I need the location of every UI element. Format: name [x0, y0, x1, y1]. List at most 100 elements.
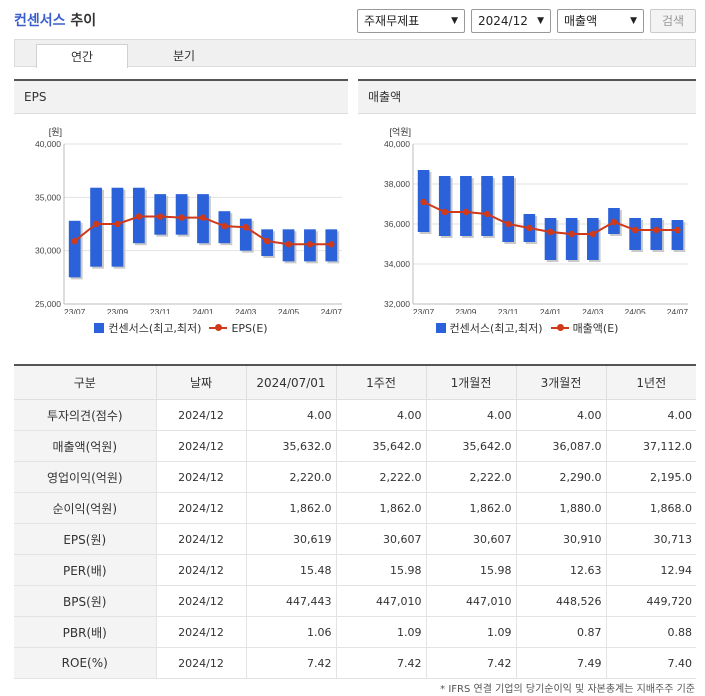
eps-legend: 컨센서스(최고,최저) EPS(E): [14, 320, 348, 336]
table-cell: 7.40: [605, 647, 696, 679]
table-cell: 4.00: [425, 399, 517, 431]
y-tick-label: 32,000: [384, 299, 410, 309]
range-bar: [460, 176, 472, 236]
table-cell: 1,862.0: [335, 492, 427, 524]
table-cell: 2024/12: [155, 430, 247, 462]
row-label: 순이익(억원): [14, 492, 157, 524]
legend-bar-swatch: [94, 323, 105, 333]
table-cell: 15.98: [335, 554, 427, 586]
table-cell: 1.06: [245, 616, 337, 648]
estimate-point: [199, 214, 207, 221]
y-unit-label: [원]: [49, 127, 62, 137]
legend-bar-swatch: [435, 323, 446, 333]
table-cell: 2,220.0: [245, 461, 337, 493]
table-cell: 2024/12: [155, 616, 247, 648]
table-cell: 7.42: [245, 647, 337, 679]
table-cell: 30,910: [515, 523, 607, 555]
sales-legend: 컨센서스(최고,최저) 매출액(E): [358, 320, 696, 336]
table-cell: 0.88: [605, 616, 696, 648]
row-label: EPS(원): [14, 523, 157, 555]
range-bar: [175, 194, 188, 235]
estimate-point: [178, 214, 185, 221]
legend-line-swatch: [209, 324, 228, 331]
search-button[interactable]: 검색: [650, 9, 696, 33]
column-header: 구분: [14, 364, 157, 400]
estimate-point: [483, 210, 491, 218]
table-row: EPS(원) 2024/12 30,619 30,607 30,607 30,910 30,…: [14, 523, 696, 555]
row-label: 투자의견(점수): [14, 399, 157, 431]
table-row: 순이익(억원) 2024/12 1,862.0 1,862.0 1,862.0 1,880…: [14, 492, 696, 524]
period-select[interactable]: 2024/12 ▼: [471, 9, 551, 33]
table-cell: 2024/12: [155, 461, 247, 493]
x-tick-label: 24/01: [192, 307, 214, 314]
x-tick-label: 23/11: [498, 307, 519, 314]
estimate-point: [420, 198, 427, 206]
range-bar: [586, 218, 599, 260]
estimate-point: [589, 230, 597, 238]
x-tick-label: 23/07: [413, 307, 435, 314]
table-cell: 1,862.0: [425, 492, 517, 524]
eps-chart-title: EPS: [14, 81, 348, 114]
row-label: PBR(배): [14, 616, 157, 648]
table-row: PBR(배) 2024/12 1.06 1.09 1.09 0.87 0.88: [14, 616, 696, 648]
range-bar: [68, 220, 81, 278]
table-cell: 2,290.0: [515, 461, 607, 493]
table-cell: 30,713: [605, 523, 696, 555]
estimate-point: [306, 241, 314, 248]
table-cell: 12.94: [605, 554, 696, 586]
table-cell: 7.49: [515, 647, 607, 679]
tab-quarterly[interactable]: 분기: [172, 49, 196, 63]
table-cell: 4.00: [515, 399, 607, 431]
column-header: 1년전: [605, 364, 696, 400]
estimate-point: [674, 226, 681, 234]
table-cell: 447,443: [245, 585, 337, 617]
table-cell: 2024/12: [155, 554, 247, 586]
table-cell: 12.63: [515, 554, 607, 586]
row-label: 매출액(억원): [14, 430, 157, 462]
estimate-point: [441, 208, 448, 216]
row-label: PER(배): [14, 554, 157, 586]
range-bar: [502, 176, 515, 242]
footnote: * IFRS 연결 기업의 당기순이익 및 자본총계는 지배주주 기준: [440, 684, 695, 695]
tab-annual[interactable]: 연간: [36, 44, 128, 68]
table-cell: 4.00: [245, 399, 337, 431]
table-cell: 7.42: [425, 647, 517, 679]
estimate-point: [242, 224, 249, 231]
period-tabs: 연간 분기: [14, 39, 696, 68]
column-header: 1개월전: [425, 364, 517, 400]
row-label: ROE(%): [14, 647, 157, 679]
table-cell: 447,010: [425, 585, 517, 617]
y-tick-label: 40,000: [384, 139, 410, 149]
table-cell: 2024/12: [155, 585, 247, 617]
row-label: BPS(원): [14, 585, 157, 617]
table-cell: 1.09: [335, 616, 427, 648]
table-cell: 2024/12: [155, 399, 247, 431]
table-cell: 2024/12: [155, 523, 247, 555]
estimate-point: [114, 220, 121, 228]
eps-chart-panel: EPS [원] 40,000 35,000 30,000 25,000 23/07 23/0…: [14, 79, 348, 343]
metric-select[interactable]: 매출액 ▼: [557, 9, 644, 33]
table-cell: 1,862.0: [245, 492, 337, 524]
range-bar: [565, 218, 578, 260]
x-tick-label: 24/05: [624, 307, 646, 314]
table-row: PER(배) 2024/12 15.48 15.98 15.98 12.63 12.94: [14, 554, 696, 586]
sales-chart-panel: 매출액 [억원] 40,000 38,000 36,000 34,000 32,000 23…: [358, 79, 696, 343]
y-tick-label: 40,000: [35, 139, 61, 149]
column-header: 1주전: [335, 364, 427, 400]
x-tick-label: 24/03: [582, 307, 604, 314]
chevron-down-icon: ▼: [451, 16, 458, 26]
estimate-point: [157, 213, 164, 220]
table-cell: 2024/12: [155, 492, 247, 524]
y-tick-label: 25,000: [35, 299, 61, 309]
range-bar: [544, 218, 557, 260]
estimate-point: [462, 208, 470, 216]
table-cell: 2,222.0: [425, 461, 517, 493]
x-tick-label: 24/05: [278, 307, 300, 314]
table-row: 영업이익(억원) 2024/12 2,220.0 2,222.0 2,222.0 2,29…: [14, 461, 696, 493]
range-bar: [239, 218, 252, 251]
statement-type-select[interactable]: 주재무제표 ▼: [357, 9, 465, 33]
x-tick-label: 24/03: [235, 307, 257, 314]
table-cell: 30,619: [245, 523, 337, 555]
